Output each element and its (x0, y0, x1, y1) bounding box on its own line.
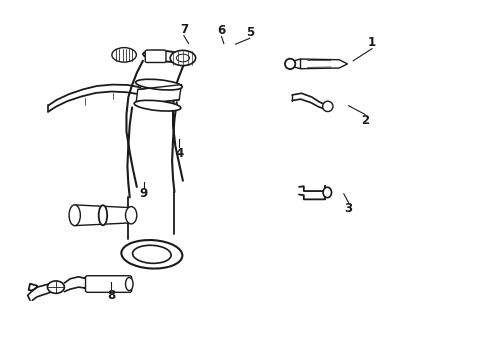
Ellipse shape (122, 240, 182, 269)
Text: 6: 6 (218, 24, 225, 37)
FancyBboxPatch shape (145, 50, 166, 63)
Text: 1: 1 (368, 36, 376, 49)
Ellipse shape (133, 245, 171, 264)
Text: 5: 5 (245, 26, 254, 39)
Text: 4: 4 (175, 147, 183, 160)
FancyBboxPatch shape (86, 276, 132, 292)
Text: 2: 2 (361, 114, 369, 127)
Polygon shape (74, 205, 103, 226)
Ellipse shape (285, 59, 295, 69)
Polygon shape (300, 59, 347, 69)
Ellipse shape (170, 50, 196, 66)
Polygon shape (136, 85, 181, 105)
Ellipse shape (125, 207, 137, 224)
Text: 3: 3 (344, 202, 352, 215)
Ellipse shape (98, 205, 107, 225)
Circle shape (48, 281, 64, 293)
Text: 7: 7 (180, 23, 188, 36)
Text: 8: 8 (107, 289, 115, 302)
Polygon shape (103, 206, 131, 224)
Ellipse shape (136, 79, 182, 90)
Ellipse shape (134, 100, 181, 111)
Text: 9: 9 (140, 187, 148, 200)
Ellipse shape (69, 205, 80, 226)
Ellipse shape (143, 51, 189, 62)
Ellipse shape (322, 101, 333, 112)
Ellipse shape (112, 48, 136, 62)
Ellipse shape (125, 278, 133, 291)
Ellipse shape (176, 54, 190, 62)
Ellipse shape (323, 187, 332, 198)
